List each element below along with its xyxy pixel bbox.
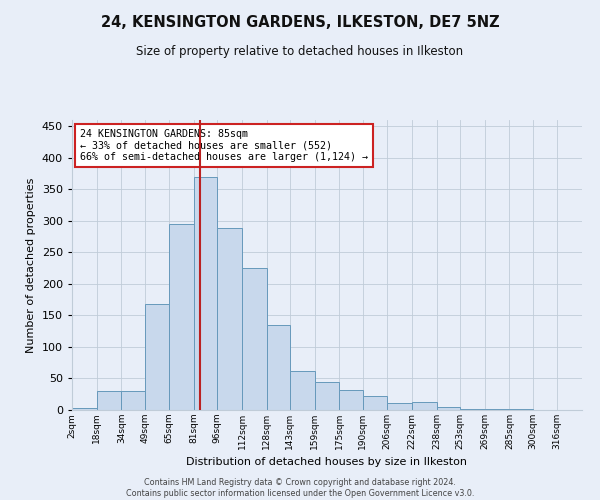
- Bar: [437, 407, 460, 410]
- Bar: [72, 408, 97, 410]
- Bar: [97, 391, 121, 410]
- Bar: [121, 391, 145, 410]
- Text: 24, KENSINGTON GARDENS, ILKESTON, DE7 5NZ: 24, KENSINGTON GARDENS, ILKESTON, DE7 5N…: [101, 15, 499, 30]
- Bar: [362, 396, 387, 410]
- Bar: [314, 382, 340, 410]
- Bar: [217, 228, 242, 410]
- X-axis label: Distribution of detached houses by size in Ilkeston: Distribution of detached houses by size …: [187, 458, 467, 468]
- Bar: [267, 325, 290, 410]
- Bar: [169, 224, 194, 410]
- Bar: [242, 268, 267, 410]
- Bar: [194, 176, 217, 410]
- Bar: [460, 408, 485, 410]
- Y-axis label: Number of detached properties: Number of detached properties: [26, 178, 36, 352]
- Text: Contains HM Land Registry data © Crown copyright and database right 2024.
Contai: Contains HM Land Registry data © Crown c…: [126, 478, 474, 498]
- Text: 24 KENSINGTON GARDENS: 85sqm
← 33% of detached houses are smaller (552)
66% of s: 24 KENSINGTON GARDENS: 85sqm ← 33% of de…: [80, 128, 368, 162]
- Bar: [145, 304, 169, 410]
- Bar: [387, 403, 412, 410]
- Text: Size of property relative to detached houses in Ilkeston: Size of property relative to detached ho…: [136, 45, 464, 58]
- Bar: [340, 390, 362, 410]
- Bar: [290, 371, 314, 410]
- Bar: [412, 402, 437, 410]
